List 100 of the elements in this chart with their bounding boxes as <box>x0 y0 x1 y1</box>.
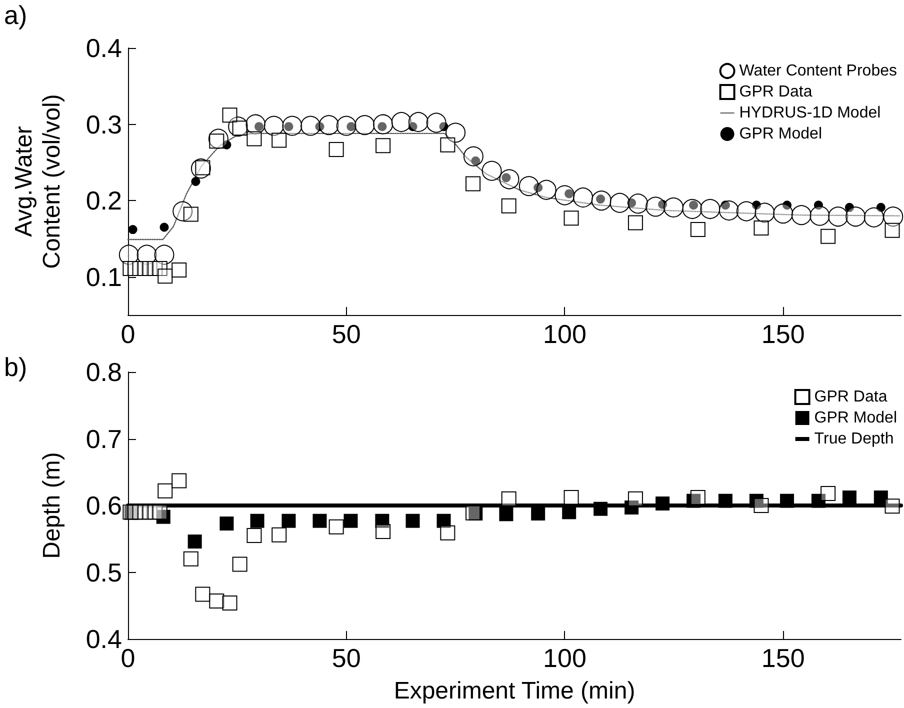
y-tick-label: 0.8 <box>86 357 122 387</box>
point <box>754 202 775 223</box>
y-axis-title: Avg.Water Content (vol/vol) <box>10 94 66 269</box>
point <box>690 490 706 505</box>
y-tick-label: 0.4 <box>86 33 122 63</box>
point <box>408 122 418 132</box>
point <box>440 137 456 152</box>
legend-label: GPR Data <box>814 388 888 406</box>
point <box>156 510 170 524</box>
point <box>624 500 639 515</box>
x-tick-label: 0 <box>120 643 136 673</box>
point <box>844 202 854 212</box>
point <box>749 494 764 508</box>
point <box>436 514 451 528</box>
point <box>610 192 630 213</box>
point <box>718 200 739 220</box>
x-tick-label: 150 <box>761 319 805 349</box>
point <box>408 112 428 132</box>
point <box>439 122 448 132</box>
point <box>814 200 823 210</box>
point <box>531 506 546 521</box>
text: a) <box>4 0 28 30</box>
point <box>312 514 327 528</box>
point <box>780 494 794 508</box>
y-tick-label: 0.5 <box>86 557 122 588</box>
point <box>700 198 720 219</box>
point <box>773 204 794 224</box>
point <box>246 131 262 146</box>
point <box>373 114 394 134</box>
point <box>591 190 612 211</box>
point <box>573 188 594 208</box>
point <box>463 146 484 166</box>
point <box>346 122 356 132</box>
point <box>876 202 886 212</box>
x-tick-label: 100 <box>543 643 586 673</box>
point <box>628 194 648 214</box>
point <box>718 494 732 508</box>
point <box>864 207 884 228</box>
point <box>499 169 520 190</box>
point <box>468 506 483 521</box>
point <box>336 116 356 136</box>
point <box>518 176 539 196</box>
point <box>842 490 856 504</box>
point <box>884 498 900 514</box>
y-tick-label: 0.7 <box>86 424 122 454</box>
y-axis-title: Depth (m) <box>38 452 66 559</box>
legend-label: HYDRUS-1D Model <box>739 104 881 122</box>
point <box>752 200 761 210</box>
point <box>782 200 792 210</box>
x-tick-label: 50 <box>332 319 361 349</box>
point <box>250 514 264 528</box>
point <box>188 534 202 549</box>
point <box>658 200 668 209</box>
y-tick-label: 0.3 <box>86 109 122 140</box>
point <box>220 516 234 531</box>
point <box>810 206 830 226</box>
point <box>282 514 296 528</box>
point <box>222 140 232 150</box>
point <box>646 196 666 217</box>
legend-label: GPR Model <box>739 126 822 142</box>
point <box>846 206 866 227</box>
point <box>534 183 543 192</box>
point <box>884 222 900 238</box>
point <box>344 514 358 528</box>
point <box>466 505 481 520</box>
y-tick-label: 0.6 <box>86 490 122 520</box>
point <box>686 494 701 508</box>
point <box>791 205 812 226</box>
point <box>594 502 608 516</box>
point <box>682 198 702 219</box>
point <box>300 116 321 136</box>
point <box>828 206 848 227</box>
point <box>152 504 168 520</box>
point <box>158 268 173 284</box>
point <box>736 201 756 222</box>
legend-label: True Depth <box>814 430 894 448</box>
x-tick-label: 150 <box>761 643 805 673</box>
point <box>375 514 390 528</box>
legend-label: GPR Data <box>739 84 812 100</box>
point <box>720 200 730 210</box>
x-tick-label: 100 <box>543 319 586 349</box>
point <box>282 116 302 136</box>
point <box>754 498 769 513</box>
text: b) <box>4 352 28 382</box>
point <box>426 112 446 133</box>
point <box>656 496 670 510</box>
x-tick-label: 0 <box>120 319 136 349</box>
point <box>315 122 324 132</box>
y-tick-label: 0.1 <box>86 262 122 292</box>
point <box>811 494 826 508</box>
point <box>874 490 888 504</box>
point <box>160 222 169 232</box>
point <box>554 185 575 206</box>
legend-label: GPR Model <box>814 410 898 426</box>
point <box>663 197 684 218</box>
point <box>406 514 420 528</box>
point <box>628 491 643 506</box>
y-tick-label: 0.4 <box>86 624 122 654</box>
point <box>482 160 502 181</box>
point <box>191 177 200 186</box>
